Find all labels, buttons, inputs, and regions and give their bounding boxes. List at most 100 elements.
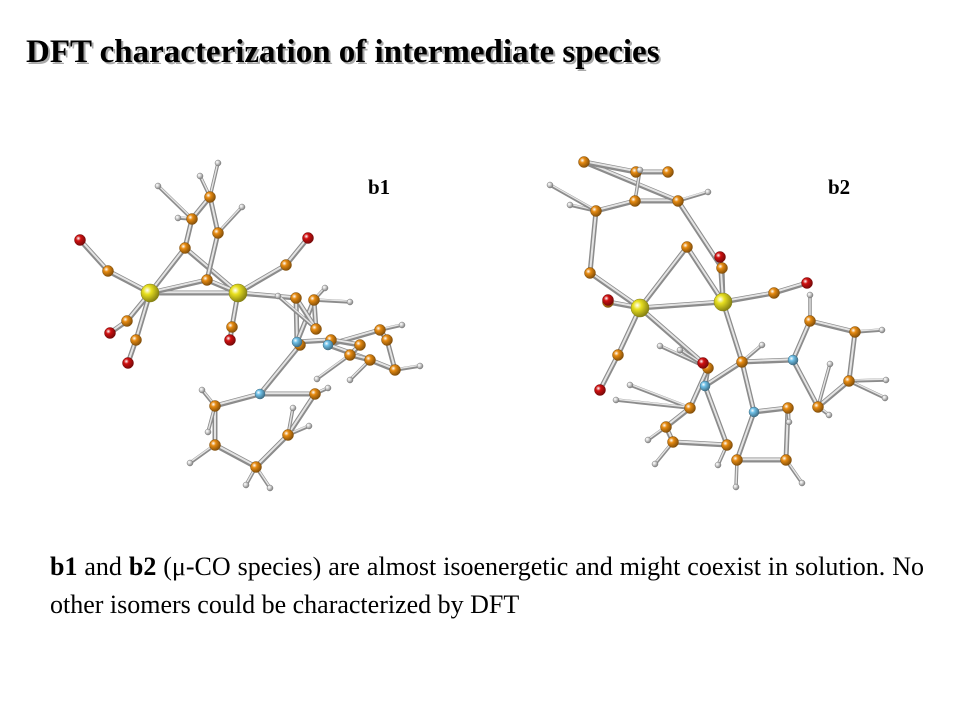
metal-atom [630, 298, 650, 318]
bond-highlight [848, 379, 886, 398]
hydrogen-atom [346, 298, 354, 306]
hydrogen-atom [878, 326, 886, 334]
nitrogen-atom [699, 380, 711, 392]
hydrogen-atom [266, 484, 274, 492]
carbon-atom [578, 156, 590, 168]
hydrogen-atom [186, 459, 194, 467]
hydrogen-atom [732, 483, 740, 491]
carbon-atom [721, 439, 733, 451]
carbon-atom [102, 265, 114, 277]
hydrogen-atom [612, 396, 620, 404]
carbon-atom [584, 267, 596, 279]
hydrogen-atom [626, 381, 634, 389]
bond-highlight [214, 443, 257, 468]
bond-highlight [214, 392, 261, 407]
hydrogen-atom [238, 203, 246, 211]
caption-text: b1 and b2 (μ-CO species) are almost isoe… [50, 548, 924, 624]
carbon-atom [212, 227, 224, 239]
bond [628, 383, 692, 410]
bond [614, 398, 692, 410]
bond-highlight [79, 238, 109, 272]
hydrogen-atom [656, 342, 664, 350]
carbon-atom [121, 315, 133, 327]
slide-title: DFT characterization of intermediate spe… [26, 34, 660, 70]
hydrogen-atom [324, 384, 332, 392]
hydrogen-atom [758, 341, 766, 349]
hydrogen-atom [825, 411, 833, 419]
bond-highlight [595, 199, 636, 212]
carbon-atom [186, 213, 198, 225]
carbon-atom [201, 274, 213, 286]
hydrogen-atom [644, 436, 652, 444]
hydrogen-atom [274, 292, 282, 300]
bond-highlight [259, 343, 301, 395]
hydrogen-atom [198, 386, 206, 394]
bond-highlight [848, 330, 856, 382]
carbon-atom [590, 205, 602, 217]
hydrogen-atom [882, 376, 890, 384]
oxygen-atom [74, 234, 86, 246]
carbon-atom [389, 364, 401, 376]
hydrogen-atom [636, 166, 644, 174]
carbon-atom [768, 287, 780, 299]
carbon-atom [209, 400, 221, 412]
carbon-atom [780, 454, 792, 466]
carbon-atom [374, 324, 386, 336]
hydrogen-atom [242, 481, 250, 489]
hydrogen-atom [806, 291, 814, 299]
bond [847, 379, 887, 400]
bond-highlight [157, 184, 193, 219]
nitrogen-atom [254, 388, 266, 400]
bond-highlight [589, 271, 641, 309]
nitrogen-atom [291, 336, 303, 348]
carbon-atom [354, 339, 366, 351]
metal-atom [140, 283, 160, 303]
carbon-atom [667, 436, 679, 448]
bond-highlight [255, 433, 289, 468]
bond-highlight [689, 366, 709, 409]
bond-highlight [639, 245, 688, 309]
oxygen-atom [302, 232, 314, 244]
bond-highlight [736, 410, 755, 461]
carbon-atom [849, 326, 861, 338]
bond-highlight [295, 296, 298, 343]
carbon-atom [381, 334, 393, 346]
caption-b2: b2 [128, 552, 157, 581]
carbon-atom [731, 454, 743, 466]
bond-highlight [149, 246, 186, 294]
oxygen-atom [104, 327, 116, 339]
bond-highlight [277, 294, 317, 329]
bond-highlight [206, 231, 219, 281]
oxygen-atom [224, 334, 236, 346]
carbon-atom [736, 356, 748, 368]
carbon-atom [226, 321, 238, 333]
bond-highlight [639, 300, 724, 309]
nitrogen-atom [787, 354, 799, 366]
carbon-atom [812, 401, 824, 413]
carbon-atom [612, 349, 624, 361]
bond-highlight [615, 398, 691, 408]
hydrogen-atom [546, 181, 554, 189]
carbon-atom [282, 429, 294, 441]
hydrogen-atom [154, 182, 162, 190]
bond-highlight [817, 379, 850, 408]
carbon-atom [843, 375, 855, 387]
carbon-atom [290, 292, 302, 304]
bond-highlight [722, 300, 743, 363]
carbon-atom [209, 439, 221, 451]
carbon-atom [344, 349, 356, 361]
hydrogen-atom [204, 428, 212, 436]
hydrogen-atom [398, 321, 406, 329]
carbon-atom [308, 294, 320, 306]
bond-highlight [848, 378, 887, 381]
hydrogen-atom [416, 362, 424, 370]
bond-highlight [792, 358, 819, 408]
hydrogen-atom [196, 172, 204, 180]
caption-and: and [77, 552, 129, 581]
bond-highlight [792, 319, 811, 361]
oxygen-atom [714, 251, 726, 263]
bond-highlight [237, 263, 287, 294]
bond-highlight [316, 353, 351, 379]
carbon-atom [660, 421, 672, 433]
hydrogen-atom [321, 284, 329, 292]
